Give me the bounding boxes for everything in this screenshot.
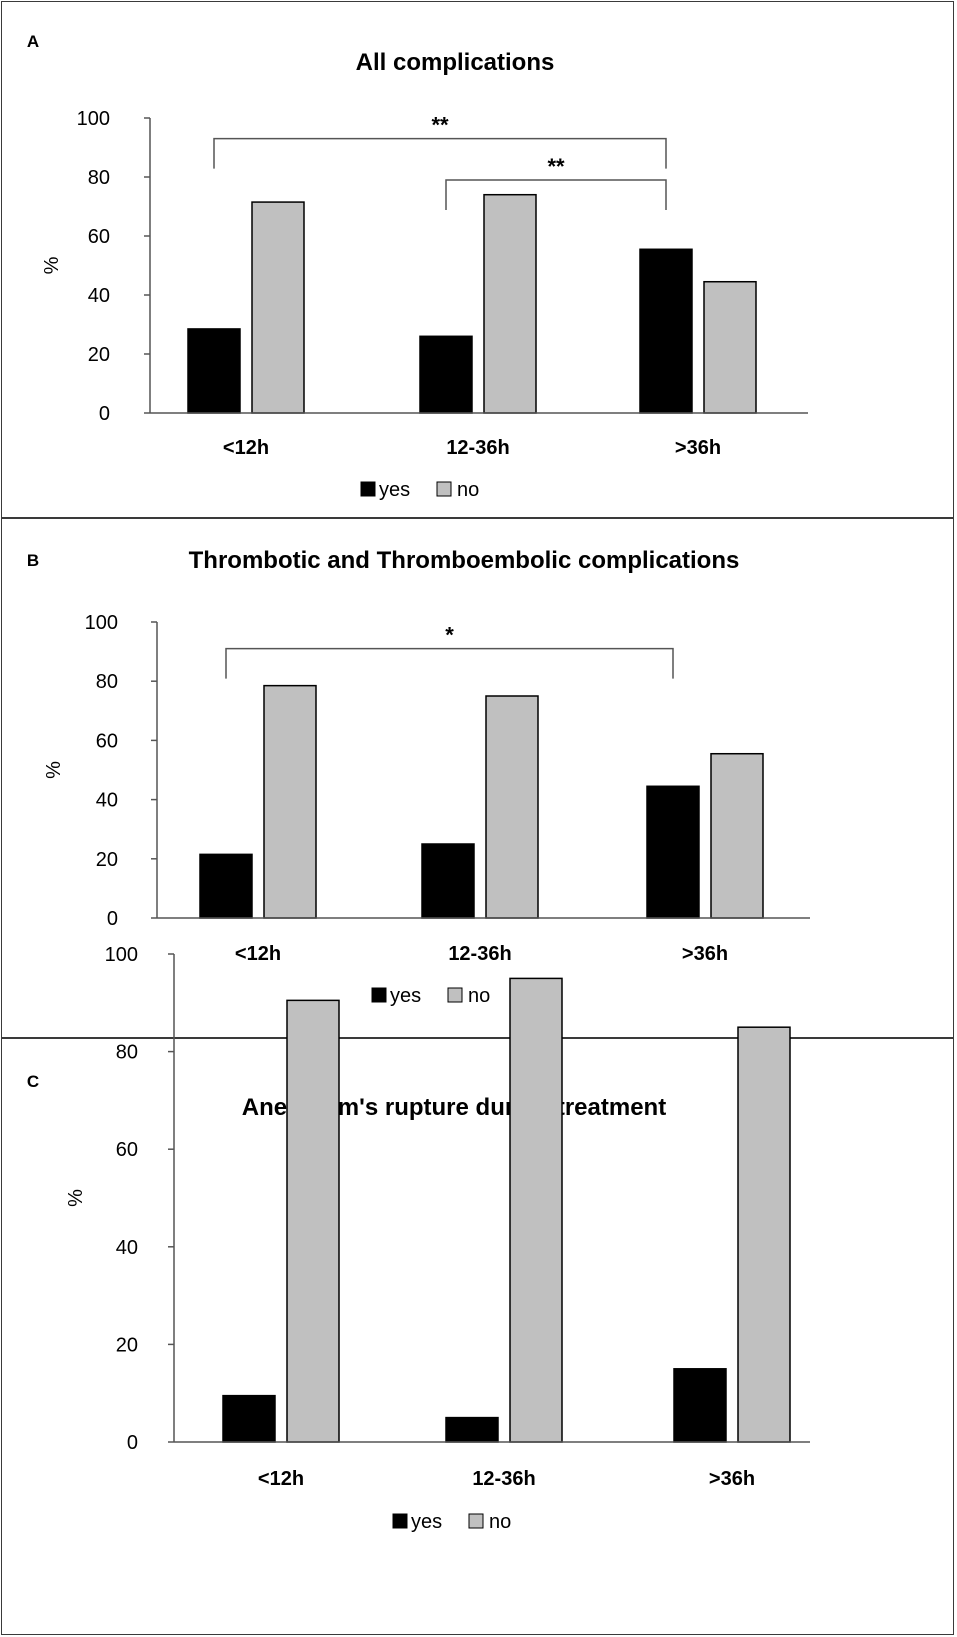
panel-a-bar-yes-2	[419, 335, 473, 414]
panel-a-y-tick-label-80: 80	[88, 167, 110, 189]
panel-b-significance-bracket-1	[225, 647, 674, 679]
panel-a-bar-no-2	[483, 193, 537, 414]
panel-a-significance-label-1: **	[431, 113, 449, 138]
panel-c-bar-no-3	[737, 1026, 791, 1443]
panel-b-legend-swatch-no	[447, 987, 463, 1003]
panel-b-legend-swatch-yes	[371, 987, 387, 1003]
panel-c-y-tick-label-100: 100	[105, 944, 138, 966]
panel-a-y-tick-label-100: 100	[77, 108, 110, 130]
panel-c-bar-yes-3	[673, 1368, 727, 1443]
panel-a-bar-no-1	[251, 201, 305, 414]
panel-c-x-label-3: >36h	[709, 1468, 755, 1490]
panel-b-y-axis-label: %	[43, 761, 65, 779]
panel-a-y-tick-label-20: 20	[88, 344, 110, 366]
panel-a-letter: A	[27, 32, 39, 51]
panel-c-y-tick-label-20: 20	[116, 1334, 138, 1356]
panel-b-frame	[1, 517, 954, 1039]
panel-a-y-tick-label-0: 0	[99, 403, 110, 425]
panel-c-y-tick-label-40: 40	[116, 1237, 138, 1259]
panel-b-x-label-1: <12h	[235, 943, 281, 965]
panel-b-chart: B Thrombotic and Thromboembolic complicat…	[27, 547, 810, 1007]
panel-a-x-label-2: 12-36h	[446, 437, 509, 459]
panel-c-y-axis-label: %	[65, 1189, 87, 1207]
panel-c-y-tick-label-80: 80	[116, 1042, 138, 1064]
panel-a-legend-label-no: no	[457, 479, 479, 501]
panel-a-legend-swatch-no	[436, 481, 452, 497]
panel-a-x-label-1: <12h	[223, 437, 269, 459]
panel-a-significance-label-2: **	[547, 154, 565, 179]
panel-b-letter: B	[27, 551, 39, 570]
panel-b-x-label-2: 12-36h	[448, 943, 511, 965]
panel-c-x-label-2: 12-36h	[472, 1468, 535, 1490]
panel-b-bar-no-1	[263, 684, 317, 919]
panel-c-y-tick-label-0: 0	[127, 1432, 138, 1454]
panel-b-legend-label-yes: yes	[390, 985, 421, 1007]
panel-b-y-tick-label-20: 20	[96, 849, 118, 871]
panel-a-chart: A All complications 0 20 40 60 80 100% <12h 12-36…	[27, 32, 808, 501]
panel-a-legend-swatch-yes	[360, 481, 376, 497]
panel-b-y-tick-label-60: 60	[96, 730, 118, 752]
panel-b-bar-yes-3	[646, 785, 700, 919]
panel-b-y-tick-label-40: 40	[96, 790, 118, 812]
panel-a-y-tick-label-60: 60	[88, 226, 110, 248]
panel-b-y-tick-label-80: 80	[96, 671, 118, 693]
panel-b-y-tick-label-100: 100	[85, 612, 118, 634]
panel-c-bar-no-2	[509, 977, 563, 1443]
panel-a-legend-label-yes: yes	[379, 479, 410, 501]
panel-b-bar-yes-1	[199, 853, 253, 919]
panel-b-significance-label-1: *	[445, 623, 454, 648]
panel-c-y-tick-label-60: 60	[116, 1139, 138, 1161]
panel-b-title: Thrombotic and Thromboembolic complicati…	[189, 547, 740, 574]
panel-c-legend-swatch-no	[468, 1513, 484, 1529]
panel-a-bar-yes-3	[639, 248, 693, 414]
panel-c-bar-yes-1	[222, 1394, 276, 1443]
panel-c-letter: C	[27, 1072, 39, 1091]
panel-a-y-axis-label: %	[41, 256, 63, 274]
panel-c-legend-label-no: no	[489, 1511, 511, 1533]
panel-c-x-label-1: <12h	[258, 1468, 304, 1490]
panel-a-significance-bracket-2	[445, 179, 667, 210]
panel-a-bar-yes-1	[187, 328, 241, 414]
panel-b-legend-label-no: no	[468, 985, 490, 1007]
panel-a-title: All complications	[356, 49, 555, 76]
panel-b-bar-no-2	[485, 695, 539, 919]
panel-a-bar-no-3	[703, 280, 757, 414]
panel-c-bar-yes-2	[445, 1416, 499, 1443]
panel-b-x-label-3: >36h	[682, 943, 728, 965]
panel-a-frame	[1, 1, 954, 519]
panel-a-y-tick-label-40: 40	[88, 285, 110, 307]
panel-b-bar-yes-2	[421, 843, 475, 919]
panel-c-legend-swatch-yes	[392, 1513, 408, 1529]
panel-c-frame	[1, 1037, 954, 1635]
panel-b-bar-no-3	[710, 752, 764, 919]
panel-b-y-tick-label-0: 0	[107, 908, 118, 930]
panel-a-x-label-3: >36h	[675, 437, 721, 459]
panel-c-legend-label-yes: yes	[411, 1511, 442, 1533]
panel-a-significance-bracket-1	[213, 137, 667, 169]
panel-c-bar-no-1	[286, 999, 340, 1443]
